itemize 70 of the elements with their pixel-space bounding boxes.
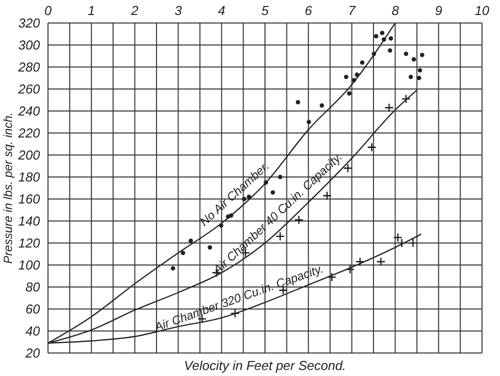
point bbox=[346, 91, 352, 96]
point bbox=[322, 191, 332, 200]
point bbox=[382, 37, 386, 42]
point bbox=[352, 78, 356, 82]
point bbox=[208, 245, 212, 250]
point bbox=[230, 308, 240, 318]
point bbox=[180, 250, 186, 256]
y-tick-label: 280 bbox=[17, 60, 41, 75]
point bbox=[306, 120, 312, 124]
point bbox=[278, 174, 282, 180]
x-tick-label: 7 bbox=[348, 3, 356, 18]
y-tick-label: 320 bbox=[18, 16, 41, 31]
x-tick-label: 0 bbox=[44, 3, 52, 18]
x-tick-label: 4 bbox=[218, 3, 226, 18]
y-tick-label: 120 bbox=[18, 236, 41, 251]
point bbox=[367, 142, 376, 152]
x-axis-title: Velocity in Feet per Second. bbox=[184, 358, 346, 373]
point bbox=[296, 100, 300, 104]
x-tick-label: 8 bbox=[392, 3, 400, 18]
point bbox=[420, 52, 424, 58]
point bbox=[188, 238, 193, 243]
x-tick-label: 9 bbox=[434, 3, 442, 18]
y-tick-label: 40 bbox=[26, 324, 41, 339]
y-tick-label: 180 bbox=[18, 170, 41, 185]
y-tick-label: 100 bbox=[18, 258, 41, 273]
point bbox=[270, 190, 276, 195]
point bbox=[412, 57, 416, 62]
point bbox=[374, 34, 378, 38]
y-tick-label: 220 bbox=[17, 126, 41, 141]
x-tick-label: 3 bbox=[174, 3, 183, 18]
y-tick-label: 60 bbox=[26, 302, 41, 317]
y-tick-label: 300 bbox=[18, 38, 41, 53]
y-tick-label: 200 bbox=[17, 148, 41, 163]
x-tick-label: 10 bbox=[474, 3, 490, 18]
point bbox=[384, 103, 394, 112]
point bbox=[376, 257, 386, 266]
x-tick-label: 2 bbox=[130, 3, 140, 18]
point bbox=[380, 30, 384, 36]
x-tick-label: 6 bbox=[304, 3, 313, 18]
point bbox=[355, 257, 365, 266]
point bbox=[408, 74, 414, 80]
point bbox=[388, 36, 394, 41]
y-tick-label: 160 bbox=[18, 192, 41, 207]
x-tick-label: 1 bbox=[88, 3, 96, 18]
point bbox=[170, 266, 176, 270]
point bbox=[388, 48, 392, 53]
y-axis-title: Pressure in lbs. per sq. inch. bbox=[1, 112, 15, 264]
point bbox=[344, 74, 348, 80]
y-tick-label: 20 bbox=[24, 346, 41, 361]
point bbox=[228, 213, 234, 218]
point bbox=[404, 52, 408, 56]
point bbox=[294, 215, 304, 225]
y-tick-label: 240 bbox=[17, 104, 41, 119]
y-tick-label: 80 bbox=[26, 280, 41, 295]
x-tick-label: 5 bbox=[261, 3, 270, 18]
point bbox=[408, 238, 418, 248]
point bbox=[327, 272, 336, 282]
point bbox=[360, 60, 364, 65]
point bbox=[343, 164, 353, 173]
y-tick-label: 260 bbox=[17, 82, 41, 97]
point bbox=[218, 223, 224, 228]
point bbox=[416, 76, 422, 80]
point bbox=[354, 72, 360, 77]
point bbox=[372, 52, 376, 56]
point bbox=[320, 103, 324, 108]
point bbox=[276, 232, 285, 242]
point bbox=[418, 68, 422, 72]
point bbox=[345, 264, 355, 274]
point bbox=[401, 94, 411, 104]
y-tick-label: 140 bbox=[18, 214, 41, 229]
